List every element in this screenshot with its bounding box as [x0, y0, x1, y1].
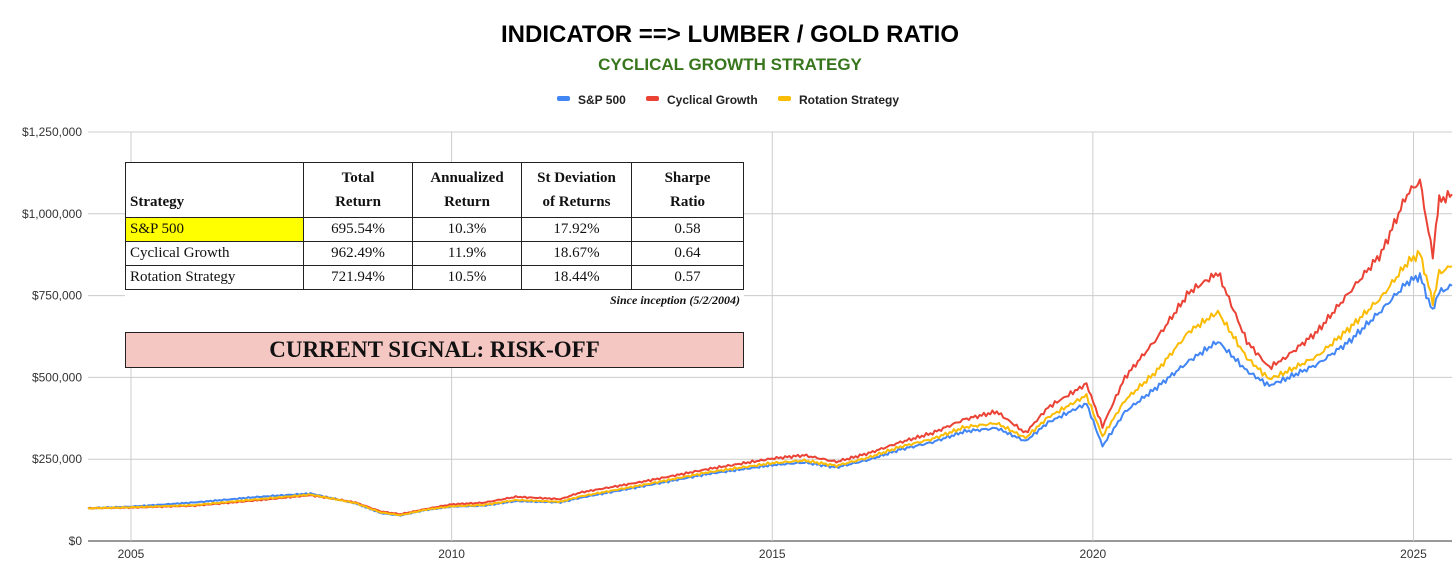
- inception-note-box: Since inception (5/2/2004): [125, 290, 744, 332]
- cell-annualized-return: 10.5%: [412, 265, 522, 290]
- cell-sharpe-ratio: 0.64: [631, 241, 744, 266]
- header-st-deviation: St Deviation of Returns: [521, 162, 632, 218]
- row-name: S&P 500: [125, 217, 304, 242]
- header-sharpe-ratio: Sharpe Ratio: [631, 162, 744, 218]
- y-tick-label: $500,000: [32, 370, 82, 384]
- table-header-row: Strategy Total Return Annualized Return St…: [125, 162, 744, 218]
- legend-label: S&P 500: [578, 93, 626, 107]
- legend-swatch: [557, 96, 570, 101]
- stats-panel: Strategy Total Return Annualized Return St…: [125, 162, 744, 368]
- y-tick-label: $250,000: [32, 452, 82, 466]
- stats-table: Strategy Total Return Annualized Return St…: [125, 162, 744, 290]
- series-lines: [87, 178, 1453, 517]
- cell-annualized-return: 10.3%: [412, 217, 522, 242]
- x-tick-label: 2020: [1080, 547, 1107, 561]
- legend: S&P 500 Cyclical Growth Rotation Strategy: [557, 93, 899, 107]
- y-axis: $0 $250,000 $500,000 $750,000 $1,000,000 $1,2…: [22, 125, 82, 548]
- row-name: Cyclical Growth: [125, 241, 304, 266]
- chart-subtitle: CYCLICAL GROWTH STRATEGY: [598, 55, 862, 74]
- header-strategy: Strategy: [125, 162, 304, 218]
- table-row: Cyclical Growth 962.49% 11.9% 18.67% 0.6…: [125, 241, 744, 266]
- table-row: S&P 500 695.54% 10.3% 17.92% 0.58: [125, 217, 744, 242]
- x-axis: 2005 2010 2015 2020 2025: [118, 547, 1428, 561]
- cell-total-return: 695.54%: [303, 217, 413, 242]
- cell-total-return: 962.49%: [303, 241, 413, 266]
- header-total-return: Total Return: [303, 162, 413, 218]
- cell-st-deviation: 18.67%: [521, 241, 632, 266]
- row-name: Rotation Strategy: [125, 265, 304, 290]
- cell-sharpe-ratio: 0.57: [631, 265, 744, 290]
- legend-swatch: [778, 96, 791, 101]
- table-row: Rotation Strategy 721.94% 10.5% 18.44% 0…: [125, 265, 744, 290]
- cell-st-deviation: 18.44%: [521, 265, 632, 290]
- legend-label: Cyclical Growth: [667, 93, 758, 107]
- y-tick-label: $0: [69, 534, 83, 548]
- cell-sharpe-ratio: 0.58: [631, 217, 744, 242]
- header-annualized-return: Annualized Return: [412, 162, 522, 218]
- legend-swatch: [646, 96, 659, 101]
- x-tick-label: 2005: [118, 547, 145, 561]
- y-tick-label: $1,000,000: [22, 207, 82, 221]
- cell-st-deviation: 17.92%: [521, 217, 632, 242]
- cell-annualized-return: 11.9%: [412, 241, 522, 266]
- chart-title: INDICATOR ==> LUMBER / GOLD RATIO: [501, 21, 959, 48]
- x-tick-label: 2010: [438, 547, 465, 561]
- y-tick-label: $750,000: [32, 289, 82, 303]
- current-signal-banner: CURRENT SIGNAL: RISK-OFF: [125, 332, 744, 368]
- legend-label: Rotation Strategy: [799, 93, 899, 107]
- cell-total-return: 721.94%: [303, 265, 413, 290]
- x-tick-label: 2015: [759, 547, 786, 561]
- series-line-rotation-strategy: [87, 250, 1453, 517]
- inception-note: Since inception (5/2/2004): [610, 293, 740, 307]
- y-tick-label: $1,250,000: [22, 125, 82, 139]
- x-tick-label: 2025: [1400, 547, 1427, 561]
